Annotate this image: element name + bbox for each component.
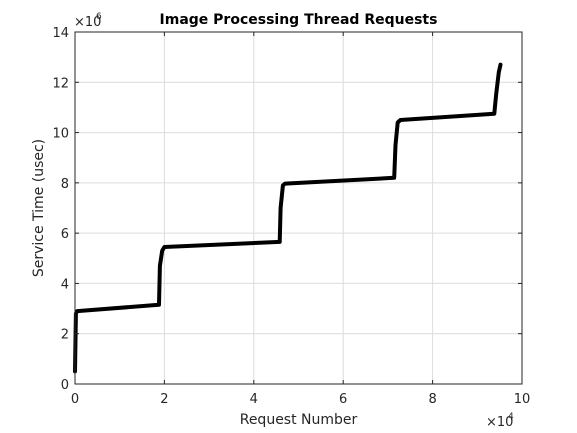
y-tick-label: 6 <box>61 227 69 242</box>
y-tick-label: 14 <box>52 26 69 41</box>
ticks: 0 2 4 6 8 10 0 2 4 6 8 10 12 14 <box>52 26 530 407</box>
x-tick-label: 10 <box>514 392 531 407</box>
y-multiplier-base: ×10 <box>74 15 101 30</box>
x-tick-label: 4 <box>250 392 258 407</box>
axes-box <box>74 31 523 385</box>
y-axis-label: Service Time (usec) <box>31 139 47 277</box>
y-tick-label: 10 <box>52 127 69 142</box>
x-axis-label: Request Number <box>240 412 358 428</box>
y-multiplier-exponent: 6 <box>96 12 102 22</box>
x-tick-label: 2 <box>160 392 168 407</box>
x-multiplier-exponent: 4 <box>508 412 514 422</box>
y-tick-label: 2 <box>61 328 69 343</box>
y-tick-label: 0 <box>61 378 69 393</box>
x-tick-label: 8 <box>428 392 436 407</box>
x-tick-label: 6 <box>339 392 347 407</box>
y-tick-label: 12 <box>52 76 69 91</box>
y-axis-multiplier: ×10 6 <box>74 12 102 30</box>
y-tick-label: 8 <box>61 177 69 192</box>
series-line <box>73 62 503 374</box>
series-layer <box>73 62 503 374</box>
x-axis-multiplier: ×10 4 <box>486 412 514 430</box>
chart-title: Image Processing Thread Requests <box>160 12 438 28</box>
y-tick-label: 4 <box>61 277 69 292</box>
x-tick-label: 0 <box>71 392 79 407</box>
x-multiplier-base: ×10 <box>486 415 513 430</box>
